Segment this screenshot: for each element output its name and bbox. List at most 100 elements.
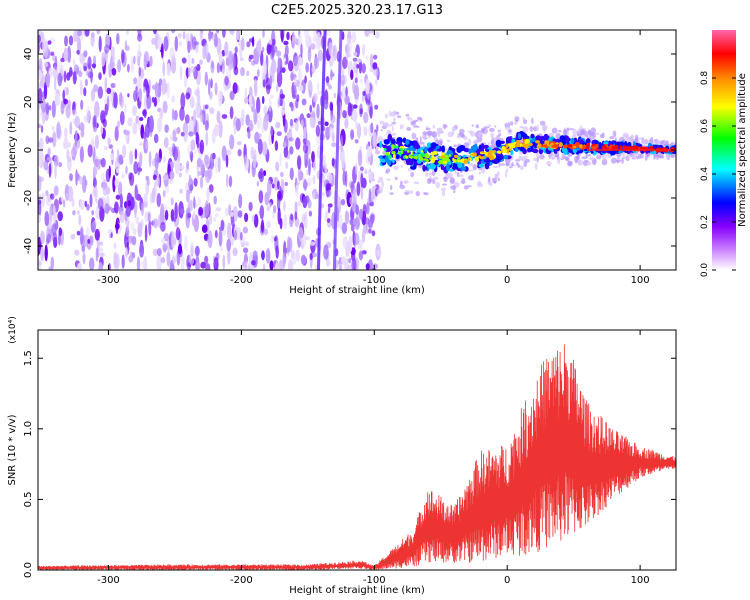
noise-cell bbox=[345, 86, 348, 98]
noise-cell bbox=[143, 256, 148, 270]
noise-cell bbox=[221, 114, 228, 119]
noise-cell bbox=[38, 123, 41, 129]
signal-halo-cell bbox=[475, 124, 479, 129]
noise-cell bbox=[107, 137, 111, 146]
noise-cell bbox=[292, 36, 298, 42]
noise-cell bbox=[226, 222, 232, 241]
noise-cell bbox=[86, 204, 90, 211]
noise-cell bbox=[124, 103, 127, 115]
noise-cell bbox=[143, 51, 149, 65]
signal-halo-cell bbox=[523, 119, 528, 125]
signal-halo-cell bbox=[399, 184, 406, 189]
signal-halo-cell bbox=[566, 128, 570, 132]
noise-cell bbox=[60, 100, 65, 115]
signal-halo-cell bbox=[490, 132, 495, 139]
noise-cell bbox=[222, 254, 226, 270]
signal-halo-cell bbox=[458, 132, 462, 136]
noise-cell bbox=[347, 102, 352, 117]
noise-cell bbox=[189, 96, 195, 109]
signal-peak-cell bbox=[550, 142, 554, 146]
noise-cell bbox=[359, 108, 363, 115]
signal-halo-cell bbox=[483, 126, 490, 129]
noise-cell bbox=[214, 156, 219, 174]
noise-cell bbox=[253, 148, 257, 161]
noise-cell bbox=[276, 69, 283, 88]
noise-cell bbox=[104, 44, 110, 54]
noise-cell bbox=[264, 112, 270, 122]
noise-cell bbox=[271, 183, 275, 189]
noise-cell bbox=[104, 76, 108, 93]
noise-cell bbox=[185, 92, 191, 100]
noise-cell bbox=[101, 172, 105, 182]
noise-cell bbox=[188, 252, 195, 266]
noise-cell bbox=[73, 30, 79, 43]
signal-halo-cell bbox=[505, 168, 509, 173]
signal-peak-cell bbox=[540, 144, 546, 147]
signal-peak-cell bbox=[535, 140, 540, 144]
noise-cell bbox=[162, 100, 168, 114]
noise-cell bbox=[350, 224, 355, 232]
signal-halo-cell bbox=[404, 181, 408, 184]
noise-cell bbox=[38, 199, 42, 205]
noise-cell bbox=[63, 47, 69, 62]
signal-core-cell bbox=[540, 136, 545, 140]
noise-cell bbox=[161, 78, 167, 96]
noise-cell bbox=[89, 193, 93, 208]
noise-cell bbox=[76, 140, 81, 149]
noise-cell bbox=[214, 213, 219, 218]
signal-halo-cell bbox=[587, 129, 591, 136]
noise-cell bbox=[200, 30, 204, 34]
noise-cell bbox=[359, 78, 364, 84]
noise-cell bbox=[276, 131, 282, 137]
signal-halo-cell bbox=[660, 141, 664, 145]
noise-cell bbox=[69, 173, 73, 182]
noise-cell bbox=[297, 201, 301, 207]
signal-halo-cell bbox=[548, 132, 555, 138]
noise-cell bbox=[180, 254, 185, 270]
noise-cell bbox=[279, 152, 282, 167]
noise-cell bbox=[373, 68, 379, 77]
signal-halo-cell bbox=[416, 116, 423, 121]
noise-cell bbox=[317, 90, 322, 96]
noise-cell bbox=[289, 167, 294, 181]
noise-cell bbox=[63, 141, 68, 150]
signal-peak-cell bbox=[463, 159, 467, 165]
y-tick-label: -40 bbox=[23, 238, 34, 254]
signal-peak-cell bbox=[507, 148, 512, 151]
noise-cell bbox=[364, 30, 370, 37]
noise-cell bbox=[171, 95, 176, 103]
noise-cell bbox=[95, 205, 101, 220]
signal-halo-cell bbox=[410, 171, 415, 178]
noise-cell bbox=[43, 81, 48, 100]
noise-cell bbox=[248, 102, 254, 108]
noise-cell bbox=[45, 189, 49, 197]
noise-cell bbox=[308, 210, 313, 217]
signal-halo-cell bbox=[626, 153, 630, 160]
signal-halo-cell bbox=[419, 136, 422, 143]
noise-cell bbox=[229, 134, 235, 150]
noise-cell bbox=[221, 145, 227, 161]
signal-halo-cell bbox=[392, 117, 396, 122]
signal-peak-cell bbox=[619, 145, 622, 150]
signal-halo-cell bbox=[423, 192, 429, 196]
x-tick-label: 0 bbox=[504, 275, 510, 286]
noise-cell bbox=[163, 156, 166, 164]
signal-peak-cell bbox=[522, 143, 526, 148]
noise-cell bbox=[99, 205, 105, 222]
signal-halo-cell bbox=[477, 180, 482, 186]
noise-cell bbox=[92, 115, 96, 130]
noise-cell bbox=[124, 45, 130, 52]
noise-cell bbox=[173, 110, 178, 121]
noise-cell bbox=[354, 139, 359, 144]
noise-cell bbox=[283, 213, 288, 230]
noise-cell bbox=[272, 211, 275, 219]
noise-cell bbox=[54, 77, 57, 91]
noise-cell bbox=[269, 201, 272, 208]
noise-cell bbox=[321, 203, 325, 209]
noise-cell bbox=[275, 161, 280, 172]
noise-cell bbox=[168, 179, 174, 185]
signal-core-cell bbox=[429, 163, 437, 170]
noise-cell bbox=[364, 169, 368, 175]
noise-cell bbox=[76, 230, 81, 236]
signal-core-cell bbox=[430, 142, 437, 149]
